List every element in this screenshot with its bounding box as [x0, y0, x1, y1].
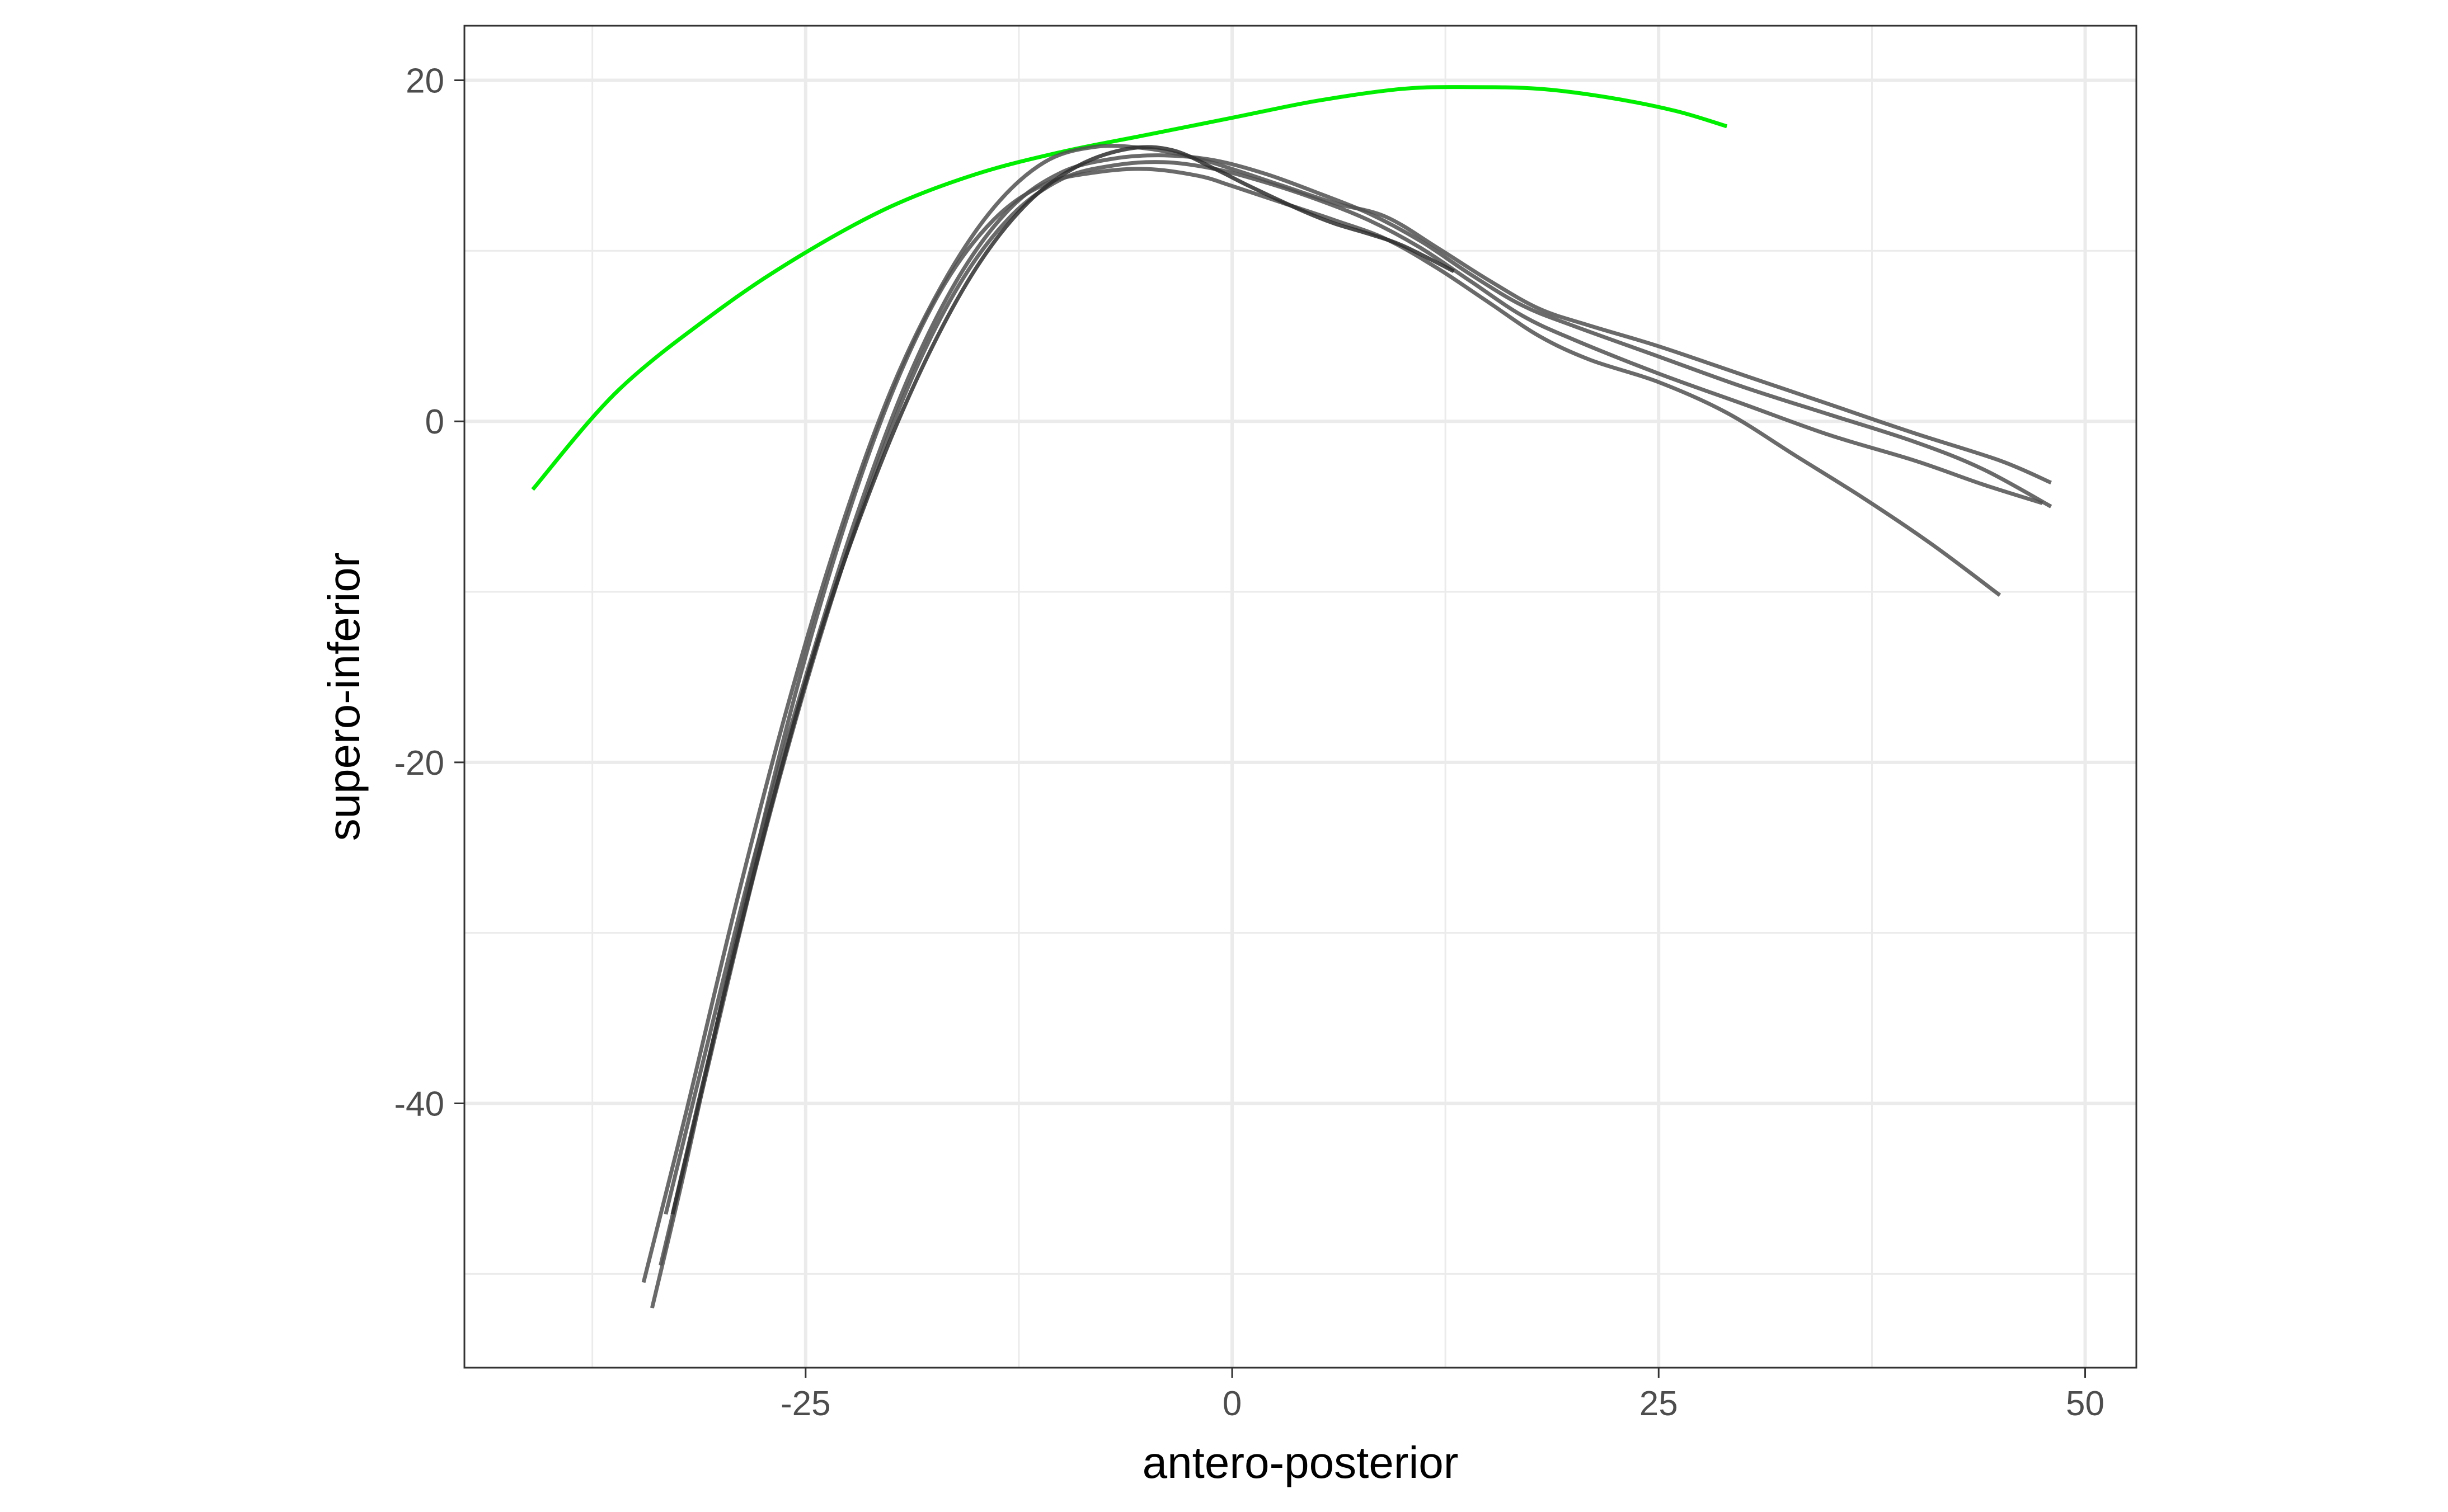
series-line-4 [650, 167, 2001, 1309]
y-tick-label: 20 [406, 62, 444, 101]
x-axis-title: antero-posterior [1143, 1438, 1459, 1487]
x-tick-label: -25 [781, 1384, 831, 1423]
series-line-1 [531, 85, 1728, 491]
y-axis-title: supero-inferior [319, 553, 369, 841]
series-line-6 [670, 145, 1455, 1215]
plot-panel [464, 26, 2136, 1368]
x-tick-label: 25 [1639, 1384, 1678, 1423]
tick-labels: -25 0 25 50 -40 -20 0 20 [394, 62, 2104, 1423]
y-tick-label: 0 [425, 403, 444, 441]
major-gridlines [464, 26, 2136, 1368]
y-tick-label: -40 [394, 1085, 444, 1124]
plot-border [463, 25, 2137, 1369]
axis-ticks [454, 79, 2087, 1378]
series-layer [531, 85, 2052, 1309]
minor-gridlines [464, 26, 2136, 1368]
y-tick-label: -20 [394, 744, 444, 783]
x-tick-label: 50 [2066, 1384, 2104, 1423]
x-tick-label: 0 [1223, 1384, 1242, 1423]
